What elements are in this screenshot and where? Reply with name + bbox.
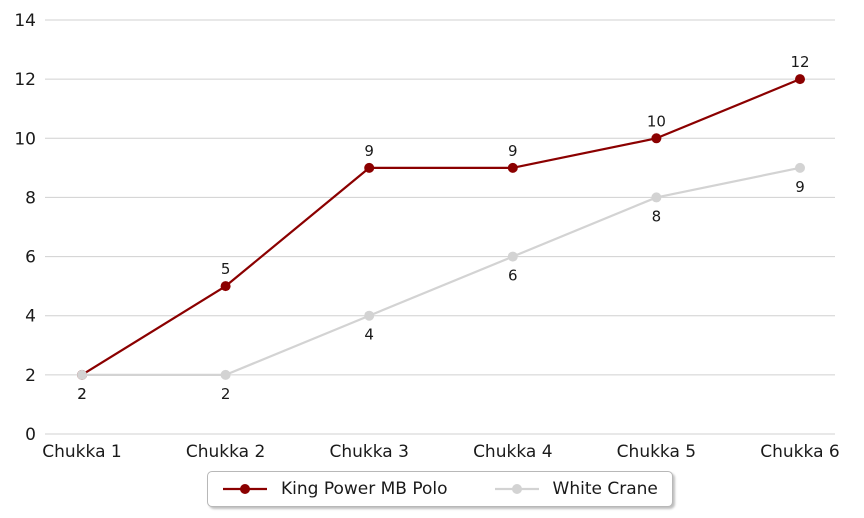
data-point-marker-king-power-mb-polo [651, 133, 662, 144]
data-point-marker-white-crane [507, 251, 518, 262]
data-point-marker-king-power-mb-polo [220, 281, 231, 292]
y-axis-tick-label: 0 [25, 425, 36, 445]
x-axis-label: Chukka 6 [760, 442, 839, 462]
legend-label: White Crane [552, 478, 658, 499]
y-axis-tick-label: 14 [14, 11, 36, 31]
data-point-label-white-crane: 6 [508, 267, 518, 285]
x-axis-label: Chukka 4 [473, 442, 552, 462]
data-point-label-white-crane: 4 [364, 326, 374, 344]
legend-label: King Power MB Polo [281, 478, 448, 499]
y-axis-tick-label: 10 [14, 129, 36, 149]
legend-sample-marker [511, 484, 522, 494]
legend-sample-marker [240, 484, 250, 494]
y-axis-tick-label: 8 [25, 188, 36, 208]
data-point-marker-white-crane [795, 162, 805, 173]
data-point-marker-king-power-mb-polo [507, 162, 518, 173]
data-point-label-white-crane: 9 [795, 178, 805, 196]
data-point-label-king-power-mb-polo: 10 [647, 112, 666, 130]
y-axis-tick-label: 6 [25, 248, 36, 268]
series-line-white-crane [82, 166, 801, 376]
y-axis-tick-label: 12 [14, 70, 36, 90]
legend-item-white-crane: White Crane [494, 478, 658, 499]
data-point-marker-white-crane [364, 310, 375, 321]
series-line-king-power-mb-polo [81, 78, 801, 376]
data-point-label-king-power-mb-polo: 5 [221, 260, 231, 278]
x-axis-label: Chukka 2 [186, 442, 265, 462]
y-axis-tick-label: 2 [25, 366, 36, 386]
x-axis-label: Chukka 5 [617, 442, 696, 462]
data-point-marker-king-power-mb-polo [795, 74, 805, 85]
x-axis-label: Chukka 3 [329, 442, 408, 462]
data-point-label-king-power-mb-polo: 12 [790, 53, 809, 71]
data-point-label-white-crane: 8 [652, 207, 662, 225]
legend-item-king-power-mb-polo: King Power MB Polo [222, 478, 448, 499]
data-point-label-king-power-mb-polo: 2 [77, 385, 87, 403]
data-point-marker-king-power-mb-polo [364, 162, 375, 173]
data-point-label-white-crane: 2 [77, 385, 87, 403]
data-point-label-king-power-mb-polo: 9 [364, 142, 374, 160]
legend: King Power MB Polo White Crane [207, 471, 673, 507]
data-point-label-white-crane: 2 [221, 385, 231, 403]
data-point-marker-white-crane [220, 369, 231, 380]
data-point-marker-white-crane [651, 192, 662, 203]
x-axis-label: Chukka 1 [42, 442, 121, 462]
data-point-marker-white-crane [77, 369, 87, 380]
legend-line-marker-icon [223, 484, 267, 494]
legend-line-marker-icon [494, 484, 539, 494]
y-axis-tick-label: 4 [25, 307, 36, 327]
data-point-label-king-power-mb-polo: 9 [508, 142, 518, 160]
